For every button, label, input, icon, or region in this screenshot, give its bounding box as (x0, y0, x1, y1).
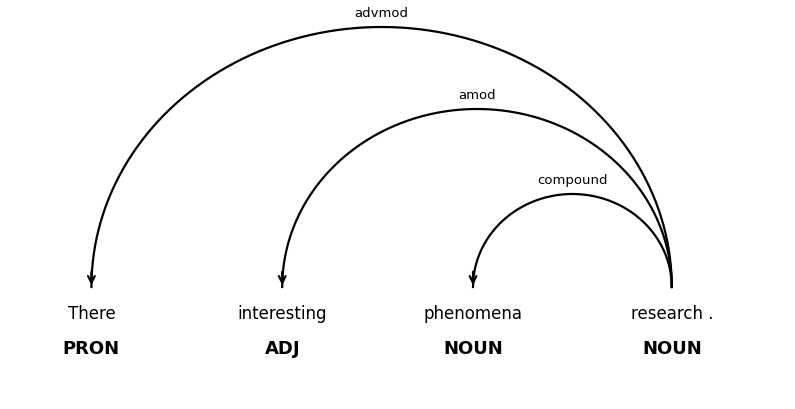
Text: compound: compound (537, 173, 607, 187)
Text: research .: research . (630, 304, 713, 322)
Text: PRON: PRON (63, 339, 120, 357)
Text: interesting: interesting (238, 304, 327, 322)
Text: NOUN: NOUN (443, 339, 503, 357)
Text: There: There (68, 304, 115, 322)
Text: phenomena: phenomena (424, 304, 522, 322)
Text: advmod: advmod (355, 7, 409, 20)
Text: NOUN: NOUN (642, 339, 702, 357)
Text: amod: amod (458, 89, 496, 102)
Text: ADJ: ADJ (265, 339, 300, 357)
